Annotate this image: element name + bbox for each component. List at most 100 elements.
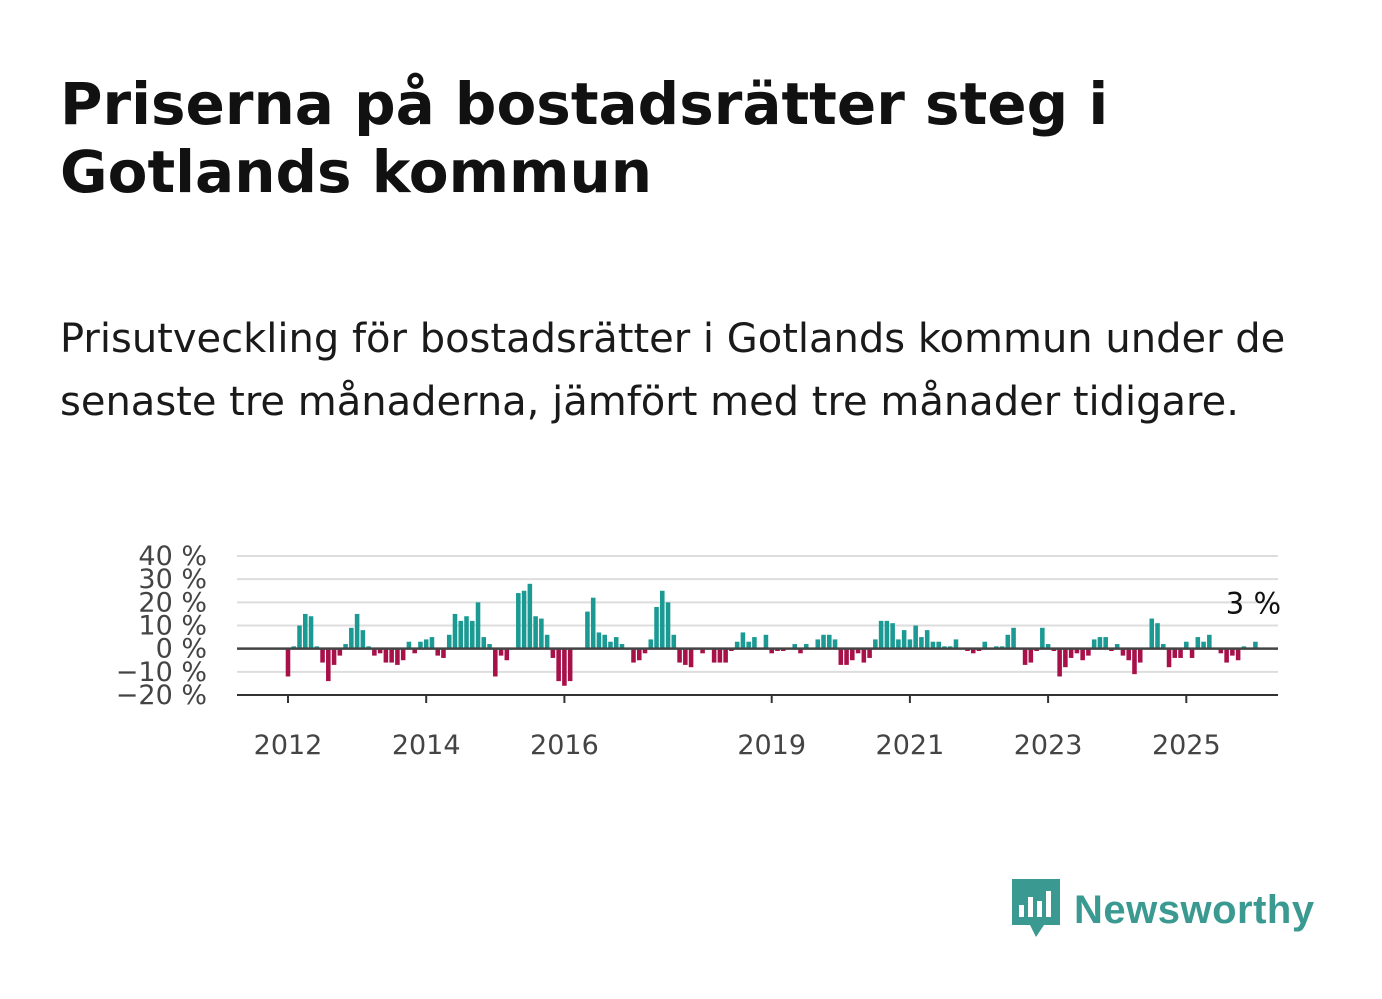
bar — [556, 648, 561, 682]
bar — [1224, 648, 1229, 663]
bar — [919, 637, 924, 649]
bar — [1097, 637, 1103, 649]
bar — [285, 648, 291, 677]
bar — [493, 648, 498, 677]
bar — [815, 639, 821, 649]
bar — [544, 634, 550, 649]
bar — [665, 602, 671, 649]
bar — [878, 620, 884, 649]
bar — [516, 593, 521, 649]
bar — [1114, 644, 1120, 649]
bar — [1195, 637, 1201, 649]
bar — [1005, 634, 1011, 649]
bar — [953, 639, 959, 649]
bar — [550, 648, 556, 658]
bar — [1063, 648, 1068, 668]
bar — [521, 590, 527, 649]
bar — [308, 616, 314, 649]
x-tick-label: 2025 — [1152, 730, 1221, 761]
bar — [1028, 648, 1034, 663]
bar — [590, 597, 596, 649]
bar — [821, 634, 826, 649]
bar — [498, 648, 504, 656]
x-tick-label: 2012 — [254, 730, 323, 761]
bar — [734, 641, 740, 649]
bar — [844, 648, 849, 665]
bar — [320, 648, 325, 663]
y-tick-label: 10 % — [138, 611, 207, 642]
bar — [1080, 648, 1085, 661]
bar — [1155, 623, 1160, 649]
bar — [1126, 648, 1131, 661]
bar — [441, 648, 446, 658]
bar — [1022, 648, 1028, 665]
bar — [400, 648, 406, 661]
bar — [1235, 648, 1241, 661]
bar — [982, 641, 988, 649]
bar — [803, 644, 809, 649]
bar — [389, 648, 394, 663]
bar — [533, 616, 538, 649]
bar — [746, 641, 751, 649]
bar — [1253, 641, 1258, 649]
bar — [1184, 641, 1189, 649]
bar — [873, 639, 878, 649]
bar — [331, 648, 337, 665]
bar — [395, 648, 400, 665]
bar — [435, 648, 440, 656]
bar — [1040, 627, 1045, 649]
x-tick-label: 2014 — [392, 730, 461, 761]
bar — [924, 630, 930, 649]
bar — [930, 641, 936, 649]
chart-title: Priserna på bostadsrätter steg i Gotland… — [60, 70, 1109, 206]
bar — [539, 618, 544, 649]
bar — [504, 648, 510, 661]
x-tick-label: 2021 — [876, 730, 945, 761]
bar — [677, 648, 682, 663]
bar — [423, 639, 429, 649]
bar — [648, 639, 654, 649]
bar — [619, 644, 625, 649]
bar — [1230, 648, 1235, 656]
y-tick-label: −20 % — [116, 680, 207, 711]
bar — [792, 644, 798, 649]
bar — [861, 648, 867, 663]
bar — [1178, 648, 1183, 658]
bar — [907, 639, 913, 649]
bar — [827, 634, 832, 649]
y-axis-ticks: 40 %30 %20 %10 %0 %−10 %−20 % — [116, 541, 207, 711]
bar — [654, 606, 659, 649]
bar — [838, 648, 844, 665]
bar — [360, 630, 366, 649]
last-value-annotation: 3 % — [1226, 587, 1281, 621]
bar — [1091, 639, 1097, 649]
bar — [446, 634, 452, 649]
bar — [406, 641, 412, 649]
bar — [377, 648, 383, 654]
bar — [936, 641, 941, 649]
bar — [700, 648, 705, 654]
bar — [636, 648, 642, 661]
bar — [671, 634, 677, 649]
bar — [711, 648, 717, 663]
bar — [631, 648, 636, 663]
bar — [1218, 648, 1224, 654]
y-tick-label: 20 % — [138, 587, 207, 618]
bar — [469, 620, 475, 649]
grid-lines — [237, 555, 1278, 696]
bar — [683, 648, 688, 665]
bar — [832, 639, 838, 649]
bar — [913, 625, 918, 649]
bar — [798, 648, 803, 654]
bar — [717, 648, 723, 663]
bar — [1132, 648, 1137, 675]
bar — [1160, 644, 1166, 649]
bar — [1201, 641, 1206, 649]
bar — [1086, 648, 1091, 656]
bar — [585, 611, 590, 649]
bar — [901, 630, 907, 649]
bar — [1120, 648, 1126, 656]
bar — [527, 583, 533, 649]
bar — [487, 644, 492, 649]
